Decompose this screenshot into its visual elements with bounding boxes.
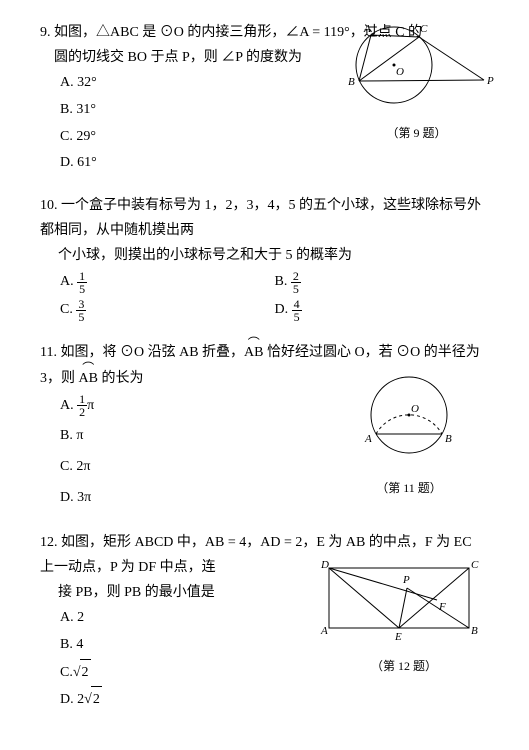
question-12: A B C D E F P （第 12 题） 12. 如图，矩形 ABCD 中，… bbox=[40, 530, 489, 714]
figure-11: A B O （第 11 题） bbox=[339, 370, 479, 496]
q10-opt-b: B. 25 bbox=[275, 268, 490, 296]
q10-opt-a: A. 15 bbox=[60, 268, 275, 296]
q12-number: 12. bbox=[40, 535, 58, 550]
svg-text:E: E bbox=[394, 631, 402, 643]
figure-11-svg: A B O bbox=[339, 370, 479, 470]
q10-opt-d: D. 45 bbox=[275, 296, 490, 324]
figure-12-svg: A B C D E F P bbox=[319, 558, 489, 648]
question-11: A B O （第 11 题） 11. 如图，将 ⊙O 沿弦 AB 折叠，AB 恰… bbox=[40, 340, 489, 514]
question-9: A B C O P （第 9 题） 9. 如图，△ABC 是 ⊙O 的内接三角形… bbox=[40, 20, 489, 177]
q10-opt-c: C. 35 bbox=[60, 296, 275, 324]
figure-12: A B C D E F P （第 12 题） bbox=[319, 558, 489, 674]
figure-9: A B C O P （第 9 题） bbox=[334, 20, 499, 141]
svg-text:B: B bbox=[471, 625, 478, 637]
svg-text:B: B bbox=[445, 433, 452, 445]
q9-number: 9. bbox=[40, 25, 51, 40]
svg-text:D: D bbox=[320, 559, 329, 571]
q10-stem: 10. 一个盒子中装有标号为 1，2，3，4，5 的五个小球，这些球除标号外都相… bbox=[40, 193, 489, 269]
q12-stem-line2: 接 PB，则 PB 的最小值是 bbox=[40, 585, 215, 600]
q10-number: 10. bbox=[40, 198, 58, 213]
figure-9-caption: （第 9 题） bbox=[334, 124, 499, 141]
svg-text:C: C bbox=[420, 23, 428, 35]
figure-12-caption: （第 12 题） bbox=[319, 657, 489, 674]
svg-text:C: C bbox=[471, 559, 479, 571]
svg-text:O: O bbox=[396, 66, 404, 78]
figure-11-caption: （第 11 题） bbox=[339, 479, 479, 496]
svg-text:B: B bbox=[348, 76, 355, 88]
svg-text:O: O bbox=[411, 403, 419, 415]
svg-text:P: P bbox=[402, 574, 410, 586]
q10-stem-line1: 一个盒子中装有标号为 1，2，3，4，5 的五个小球，这些球除标号外都相同，从中… bbox=[40, 198, 481, 238]
q10-options: A. 15 B. 25 C. 35 D. 45 bbox=[40, 268, 489, 324]
q11-number: 11. bbox=[40, 345, 57, 360]
svg-text:F: F bbox=[438, 601, 446, 613]
question-10: 10. 一个盒子中装有标号为 1，2，3，4，5 的五个小球，这些球除标号外都相… bbox=[40, 193, 489, 325]
svg-text:A: A bbox=[320, 625, 328, 637]
q9-stem-line2: 圆的切线交 BO 于点 P，则 ∠P 的度数为 bbox=[40, 50, 302, 65]
svg-text:A: A bbox=[364, 433, 372, 445]
figure-9-svg: A B C O P bbox=[334, 20, 499, 115]
q12-opt-d: D. 22 bbox=[60, 686, 489, 714]
svg-text:A: A bbox=[363, 23, 371, 35]
q9-opt-d: D. 61° bbox=[60, 150, 489, 177]
q10-stem-line2: 个小球，则摸出的小球标号之和大于 5 的概率为 bbox=[40, 248, 352, 263]
svg-text:P: P bbox=[486, 75, 494, 87]
